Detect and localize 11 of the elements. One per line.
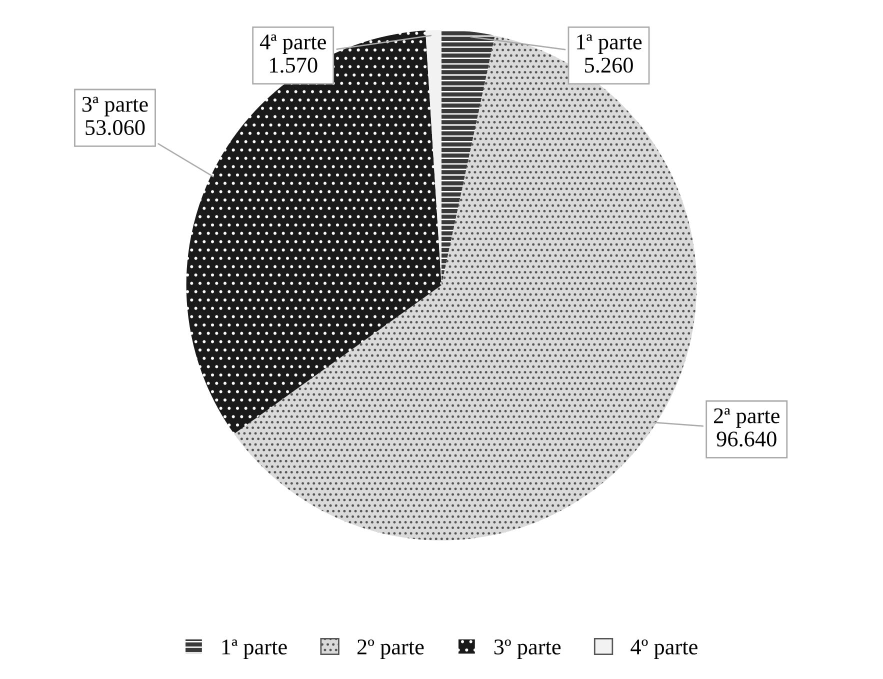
legend-label: 4º parte <box>630 639 698 659</box>
pie-slice <box>234 36 697 540</box>
pie-slice <box>186 30 442 434</box>
data-label: 1ª parte 5.260 <box>577 34 642 73</box>
data-label: 4ª parte 1.570 <box>260 34 326 73</box>
legend-label: 2º parte <box>357 639 424 659</box>
data-label: 3ª parte 53.060 <box>82 96 148 136</box>
legend-label: 1ª parte <box>222 639 287 659</box>
pie-slice <box>442 30 495 286</box>
legend-label: 3º parte <box>494 639 561 659</box>
data-label: 2ª parte 96.640 <box>714 408 780 447</box>
